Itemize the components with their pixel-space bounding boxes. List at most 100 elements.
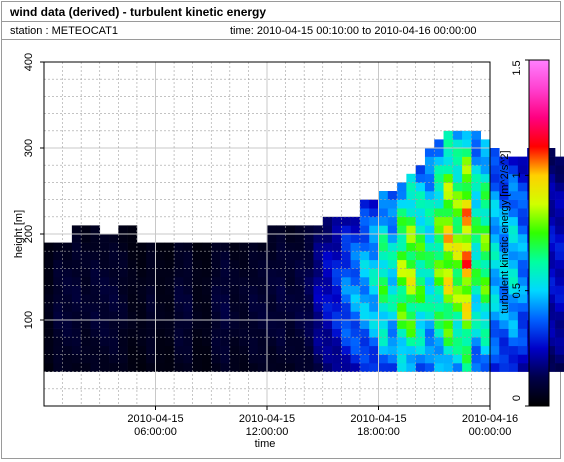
heatmap-cell	[71, 328, 82, 338]
heatmap-cell	[313, 259, 324, 269]
heatmap-cell	[415, 259, 426, 269]
heatmap-cell	[545, 345, 556, 355]
heatmap-cell	[146, 328, 156, 338]
heatmap-cell	[471, 242, 482, 252]
heatmap-cell	[378, 363, 389, 372]
heatmap-cell	[471, 345, 482, 355]
heatmap-cell	[276, 337, 286, 347]
heatmap-cell	[155, 294, 166, 304]
heatmap-cell	[294, 242, 305, 252]
heatmap-cell	[490, 259, 500, 269]
x-tick-label-date: 2010-04-15	[350, 413, 406, 425]
heatmap-cell	[452, 173, 463, 183]
heatmap-cell	[44, 328, 54, 338]
heatmap-cell	[201, 363, 212, 372]
heatmap-cell	[499, 165, 509, 175]
heatmap-cell	[239, 251, 249, 261]
heatmap-cell	[508, 277, 519, 286]
heatmap-cell	[415, 199, 426, 209]
heatmap-cell	[118, 268, 128, 278]
heatmap-cell	[276, 354, 286, 364]
heatmap-cell	[452, 191, 463, 200]
heatmap-cell	[490, 268, 500, 278]
heatmap-cell	[164, 294, 175, 304]
heatmap-cell	[313, 302, 324, 312]
heatmap-cell	[109, 234, 119, 243]
heatmap-cell	[387, 191, 398, 200]
heatmap-cell	[81, 259, 91, 269]
heatmap-cell	[508, 268, 519, 278]
heatmap-cell	[267, 285, 277, 295]
heatmap-cell	[62, 251, 73, 261]
heatmap-cell	[71, 285, 82, 295]
heatmap-cell	[415, 208, 426, 218]
heatmap-cell	[136, 242, 147, 252]
heatmap-cell	[62, 345, 73, 355]
heatmap-cell	[257, 268, 268, 278]
y-tick-label: 300	[23, 139, 35, 157]
heatmap-cell	[211, 302, 221, 312]
heatmap-cell	[183, 328, 193, 338]
heatmap-cell	[267, 225, 277, 235]
heatmap-cell	[471, 285, 482, 295]
heatmap-cell	[211, 328, 221, 338]
heatmap-cell	[341, 328, 351, 338]
heatmap-cell	[322, 302, 333, 312]
heatmap-cell	[415, 294, 426, 304]
heatmap-cell	[499, 251, 509, 261]
heatmap-cell	[369, 216, 379, 226]
heatmap-cell	[341, 294, 351, 304]
colorbar-tick-label: 1.5	[511, 60, 523, 75]
heatmap-cell	[99, 251, 110, 261]
heatmap-cell	[555, 165, 564, 175]
heatmap-cell	[81, 337, 91, 347]
heatmap-cell	[369, 294, 379, 304]
heatmap-cell	[201, 311, 212, 321]
heatmap-cell	[480, 242, 491, 252]
y-tick-label: 400	[23, 53, 35, 71]
heatmap-cell	[545, 302, 556, 312]
heatmap-cell	[443, 148, 454, 157]
heatmap-cell	[499, 320, 509, 329]
heatmap-cell	[294, 259, 305, 269]
heatmap-cell	[359, 302, 370, 312]
heatmap-cell	[424, 328, 435, 338]
heatmap-cell	[517, 363, 528, 372]
heatmap-cell	[350, 302, 361, 312]
heatmap-cell	[406, 191, 416, 200]
heatmap-cell	[406, 268, 416, 278]
heatmap-cell	[81, 345, 91, 355]
heatmap-cell	[415, 225, 426, 235]
heatmap-cell	[127, 345, 138, 355]
heatmap-cell	[471, 208, 482, 218]
heatmap-cell	[406, 354, 416, 364]
heatmap-cell	[387, 337, 398, 347]
heatmap-cell	[118, 251, 128, 261]
heatmap-cell	[490, 156, 500, 166]
heatmap-cell	[109, 259, 119, 269]
heatmap-cell	[341, 345, 351, 355]
heatmap-cell	[201, 345, 212, 355]
heatmap-cell	[480, 302, 491, 312]
heatmap-cell	[248, 328, 259, 338]
heatmap-cell	[248, 277, 259, 286]
heatmap-cell	[517, 251, 528, 261]
heatmap-cell	[44, 320, 54, 329]
heatmap-cell	[508, 337, 519, 347]
heatmap-cell	[424, 277, 435, 286]
heatmap-cell	[462, 165, 472, 175]
heatmap-cell	[387, 302, 398, 312]
heatmap-cell	[304, 234, 314, 243]
heatmap-cell	[462, 311, 472, 321]
heatmap-cell	[285, 234, 296, 243]
heatmap-cell	[350, 234, 361, 243]
heatmap-cell	[136, 363, 147, 372]
heatmap-cell	[490, 216, 500, 226]
heatmap-cell	[369, 320, 379, 329]
heatmap-cell	[294, 294, 305, 304]
heatmap-cell	[118, 242, 128, 252]
heatmap-cell	[555, 345, 564, 355]
heatmap-cell	[387, 294, 398, 304]
heatmap-cell	[397, 294, 407, 304]
heatmap-cell	[146, 242, 156, 252]
